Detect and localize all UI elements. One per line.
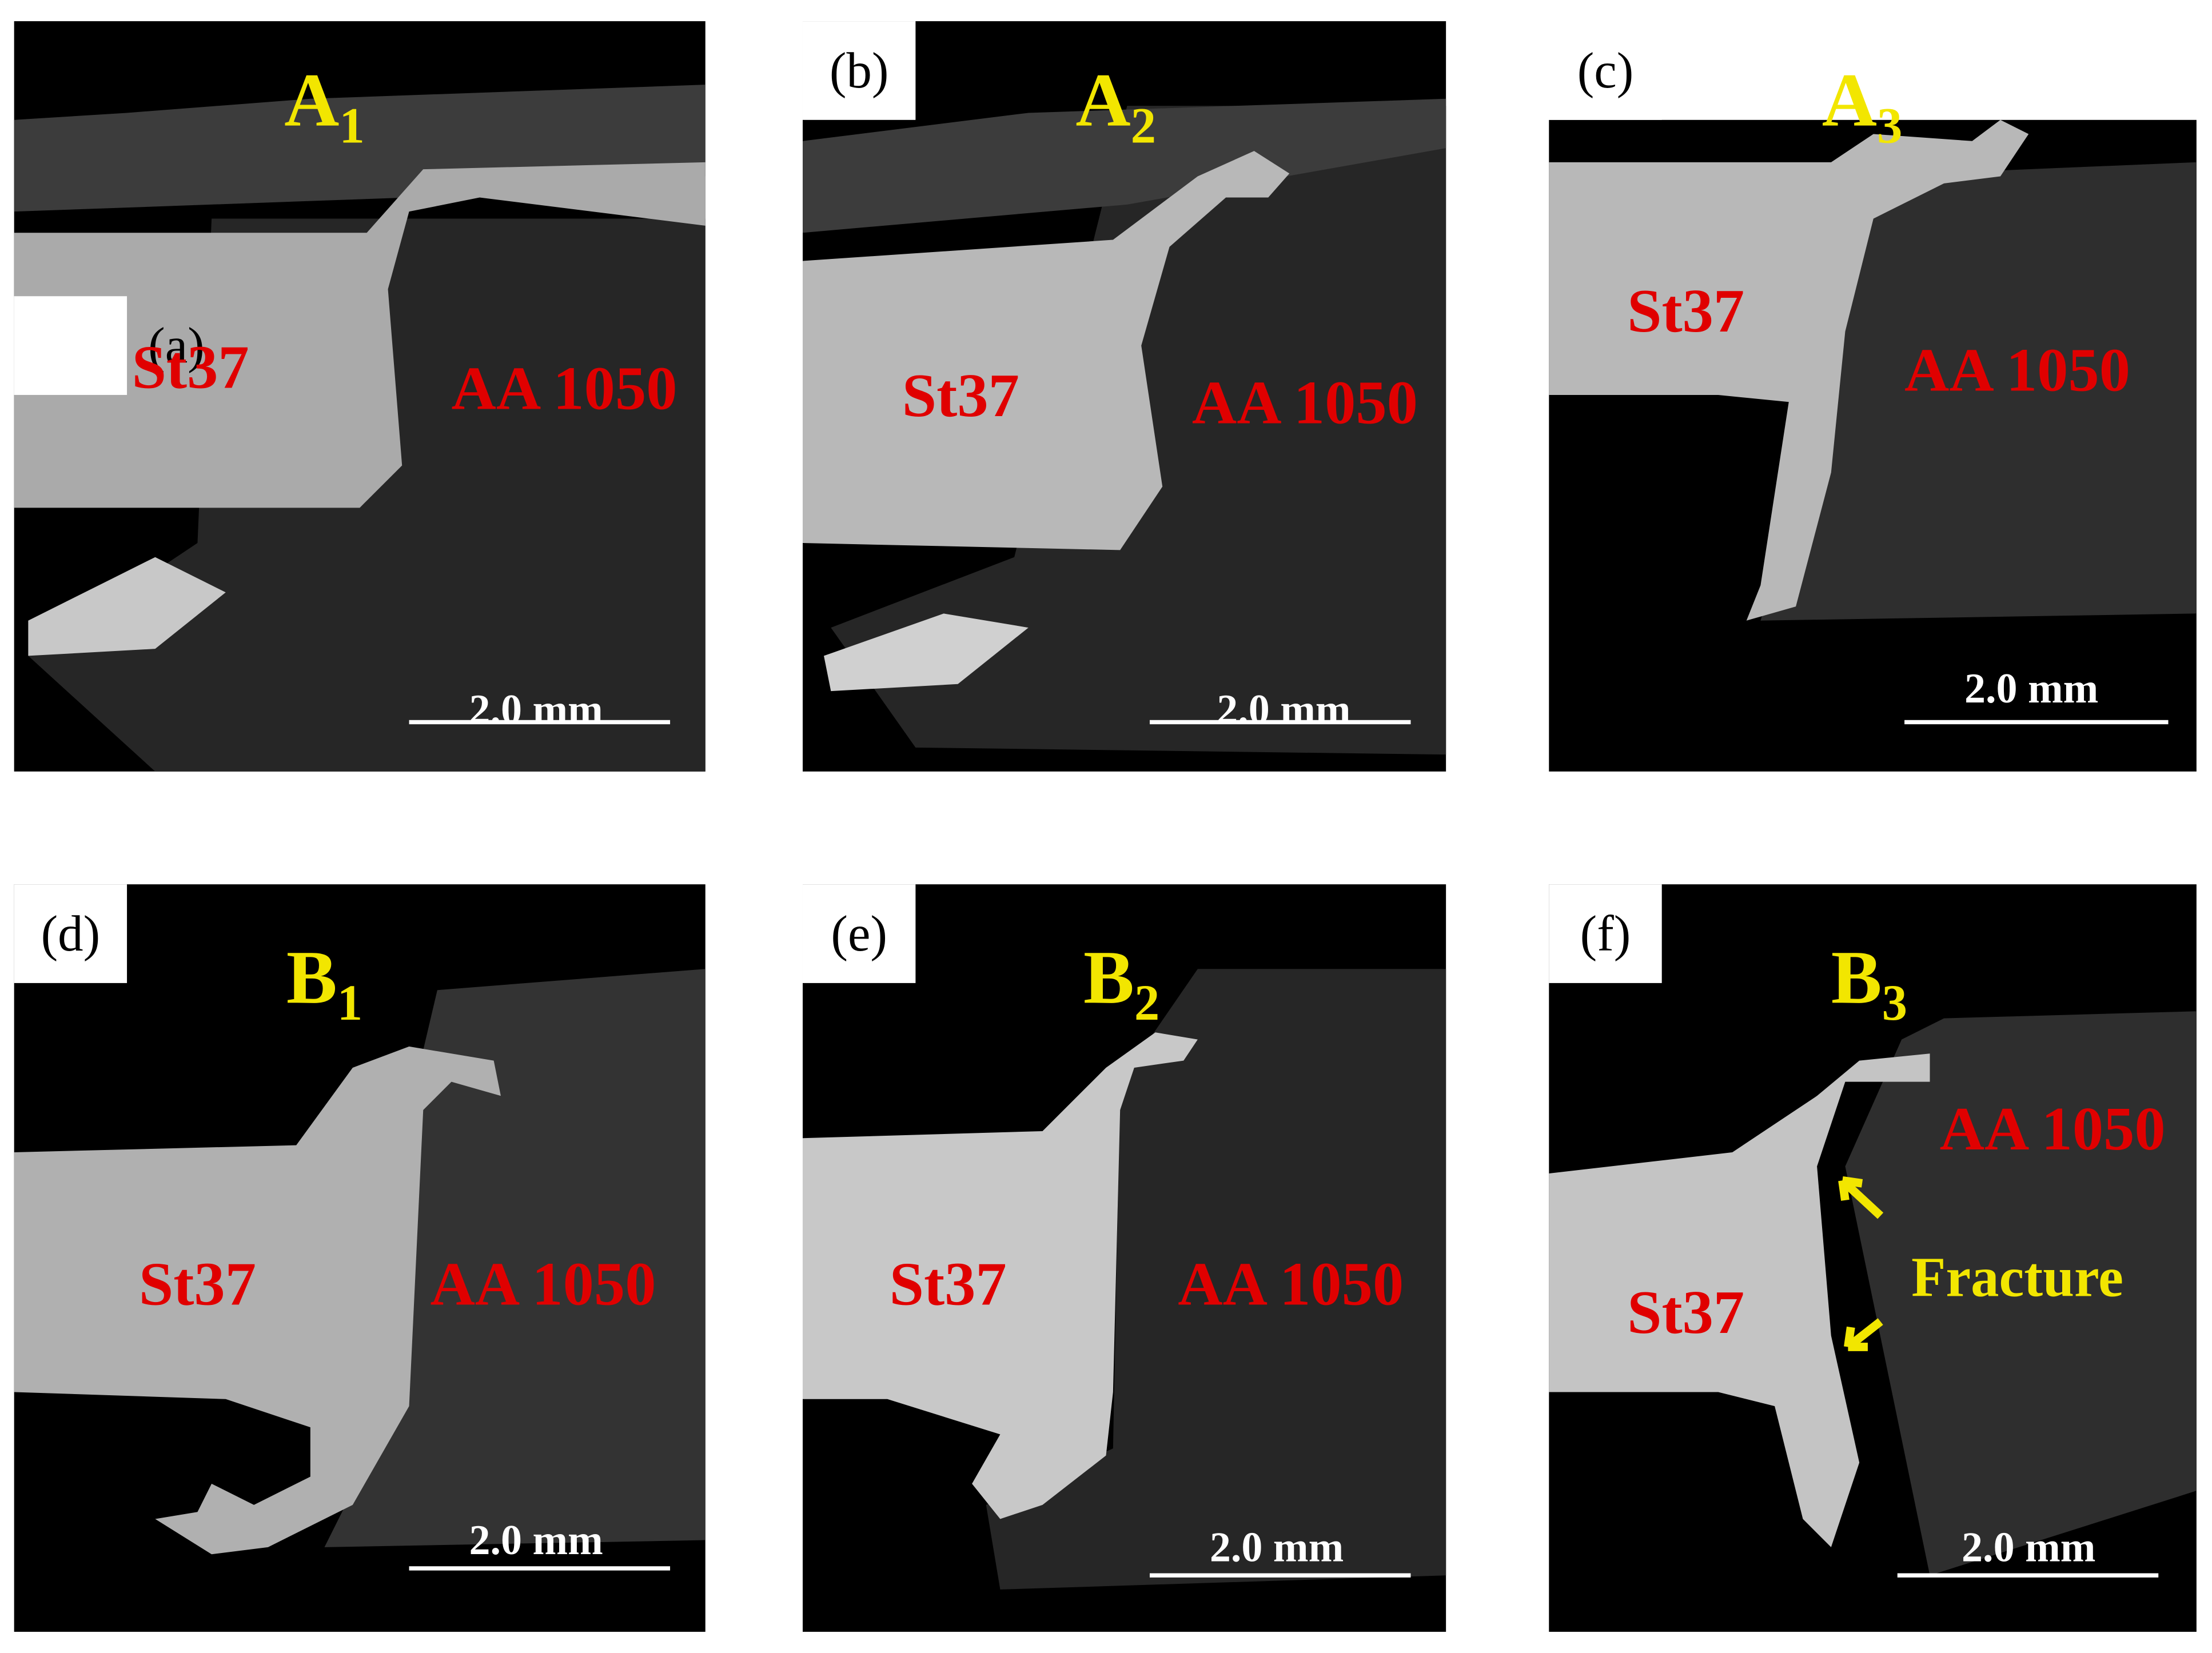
scale-label: 2.0 mm bbox=[1217, 686, 1350, 733]
arrow bbox=[1839, 1177, 1884, 1219]
title-subscript: 1 bbox=[337, 975, 362, 1031]
panel: (f) B3 St37 AA 1050 2.0 mm Fracture bbox=[1549, 884, 2197, 1632]
panel-label: (c) bbox=[1577, 43, 1634, 99]
scale-label: 2.0 mm bbox=[1962, 1524, 2095, 1571]
title-letter: A bbox=[1075, 58, 1130, 142]
material-region bbox=[802, 98, 1446, 233]
title-subscript: 2 bbox=[1134, 975, 1159, 1031]
aluminum-label: AA 1050 bbox=[451, 354, 677, 423]
label-box bbox=[14, 884, 127, 983]
steel-label: St37 bbox=[1627, 1278, 1744, 1347]
material-region bbox=[1760, 162, 2197, 621]
steel-label: St37 bbox=[139, 1249, 256, 1318]
aluminum-label: AA 1050 bbox=[1192, 368, 1418, 437]
scale-label: 2.0 mm bbox=[1210, 1524, 1344, 1571]
title-letter: A bbox=[1822, 58, 1877, 142]
steel-label: St37 bbox=[132, 333, 249, 402]
steel-label: St37 bbox=[890, 1249, 1007, 1318]
scale-label: 2.0 mm bbox=[469, 686, 603, 733]
aluminum-label: AA 1050 bbox=[1904, 336, 2130, 405]
panel-label: (b) bbox=[830, 43, 889, 99]
title-letter: B bbox=[1831, 935, 1882, 1019]
panel-label: (a) bbox=[148, 318, 205, 374]
panel-label: (f) bbox=[1580, 906, 1631, 962]
aluminum-label: AA 1050 bbox=[1178, 1249, 1404, 1318]
aluminum-label: AA 1050 bbox=[430, 1249, 656, 1318]
title-subscript: 1 bbox=[339, 98, 364, 154]
steel-label: St37 bbox=[902, 361, 1019, 430]
material-region bbox=[1845, 1011, 2197, 1576]
label-box bbox=[802, 884, 916, 983]
steel-label: St37 bbox=[1627, 277, 1744, 345]
aluminum-label: AA 1050 bbox=[1940, 1095, 2166, 1163]
scale-label: 2.0 mm bbox=[469, 1517, 603, 1564]
arrow-head bbox=[1844, 1326, 1868, 1351]
label-box bbox=[802, 21, 916, 120]
panel: (e) B2 St37 AA 1050 2.0 mm bbox=[802, 884, 1446, 1632]
annotation: Fracture bbox=[1911, 1247, 2123, 1309]
title-letter: B bbox=[1083, 935, 1134, 1019]
material-region bbox=[28, 557, 226, 656]
panel-title: A1 bbox=[284, 58, 365, 154]
panel-label: (d) bbox=[41, 906, 101, 962]
label-box bbox=[14, 296, 127, 395]
material-region bbox=[986, 969, 1446, 1590]
material-region bbox=[824, 613, 1029, 692]
material-region bbox=[14, 1046, 501, 1555]
panel-title: A3 bbox=[1822, 58, 1903, 154]
title-subscript: 3 bbox=[1882, 975, 1907, 1031]
material-region bbox=[1549, 119, 2029, 621]
label-box bbox=[1549, 21, 1662, 120]
material-region bbox=[1549, 1053, 1930, 1547]
material-region bbox=[14, 162, 706, 508]
panel-title: B2 bbox=[1083, 935, 1159, 1031]
title-letter: B bbox=[286, 935, 337, 1019]
scale-label: 2.0 mm bbox=[1964, 665, 2098, 712]
panel-title: B3 bbox=[1831, 935, 1907, 1031]
material-region bbox=[802, 1032, 1198, 1519]
panel: (a) A1 St37 AA 1050 2.0 mm bbox=[14, 21, 706, 772]
panel: (d) B1 St37 AA 1050 2.0 mm bbox=[14, 884, 706, 1632]
title-subscript: 2 bbox=[1131, 98, 1156, 154]
title-letter: A bbox=[284, 58, 339, 142]
panel-title: B1 bbox=[286, 935, 362, 1031]
panel-title: A2 bbox=[1075, 58, 1156, 154]
panel-label: (e) bbox=[831, 906, 887, 962]
panel: (c) A3 St37 AA 1050 2.0 mm bbox=[1549, 21, 2197, 772]
label-box bbox=[1549, 884, 1662, 983]
panel: (b) A2 St37 AA 1050 2.0 mm bbox=[802, 21, 1446, 772]
material-region bbox=[802, 151, 1290, 550]
arrow-head bbox=[1838, 1176, 1863, 1201]
title-subscript: 3 bbox=[1877, 98, 1902, 154]
